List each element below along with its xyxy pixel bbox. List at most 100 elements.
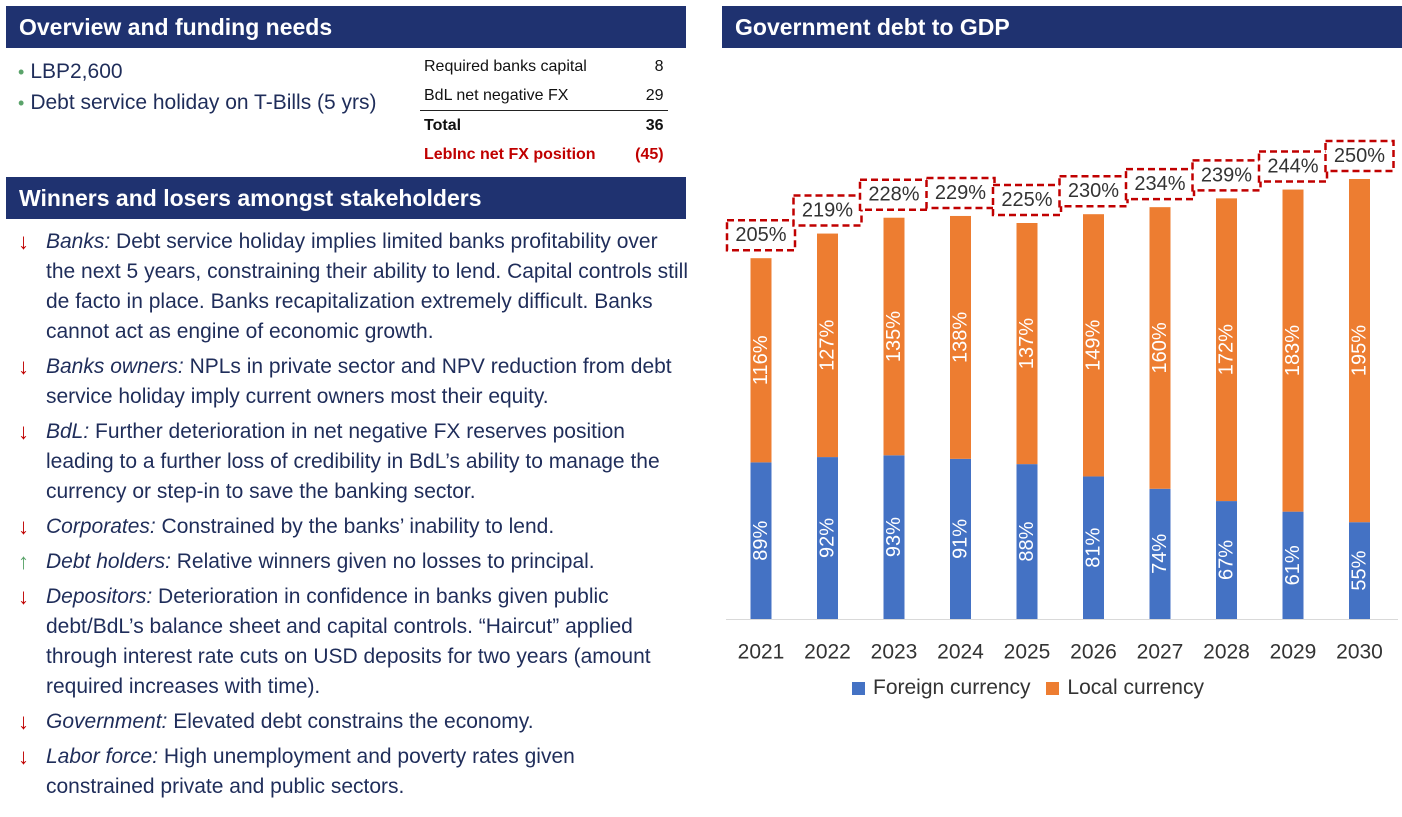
x-tick-2023: 2023 [871, 641, 918, 664]
data-label-local-2027: 160% [1149, 322, 1171, 373]
chart-legend: Foreign currency Local currency [852, 676, 1214, 700]
legend-item-local: Local currency [1046, 676, 1204, 700]
data-label-foreign-2022: 92% [817, 518, 839, 558]
bar-foreign-2023 [883, 455, 905, 619]
funding-table: Required banks capital 8 BdL net negativ… [420, 52, 668, 169]
x-tick-2024: 2024 [937, 641, 984, 664]
total-label-box-2026 [1058, 174, 1129, 208]
bar-local-2029 [1282, 189, 1304, 512]
bullet-item: • LBP2,600 [18, 60, 123, 83]
overview-bullets: • LBP2,600 • Debt service holiday on T-Bil… [18, 56, 377, 118]
bar-foreign-2027 [1149, 488, 1171, 619]
total-label-box-2028 [1191, 159, 1262, 192]
list-item: ↑ Debt holders: Relative winners given no… [18, 547, 688, 577]
legend-swatch-foreign [852, 681, 865, 695]
data-label-local-2022: 127% [817, 320, 839, 371]
total-label-2029: 244% [1267, 156, 1318, 178]
data-label-foreign-2029: 61% [1282, 545, 1304, 585]
data-label-foreign-2023: 93% [883, 517, 905, 557]
stakeholder-list: ↓ Banks: Debt service holiday implies lim… [18, 227, 688, 807]
list-item: ↓ Corporates: Constrained by the banks’ i… [18, 512, 688, 542]
data-label-foreign-2025: 88% [1016, 521, 1038, 561]
bullet-dot-icon: • [18, 93, 25, 113]
total-label-2028: 239% [1201, 164, 1252, 186]
funding-label: Required banks capital [424, 57, 587, 75]
bullet-dot-icon: • [18, 62, 25, 82]
x-tick-2021: 2021 [738, 641, 785, 664]
x-tick-2030: 2030 [1336, 641, 1383, 664]
total-label-box-2025 [991, 183, 1063, 217]
arrow-up-icon: ↑ [18, 549, 29, 574]
bar-foreign-2026 [1083, 476, 1104, 619]
total-label-box-2030 [1324, 139, 1395, 173]
bar-local-2025 [1016, 223, 1038, 465]
total-label-2030: 250% [1334, 145, 1385, 167]
total-label-2023: 228% [868, 184, 919, 206]
x-tick-2027: 2027 [1137, 641, 1184, 664]
bar-foreign-2024 [950, 458, 971, 619]
total-label-2026: 230% [1068, 180, 1119, 202]
bar-foreign-2021 [750, 462, 772, 619]
list-item: ↓ BdL: Further deterioration in net negat… [18, 419, 660, 503]
bar-foreign-2030 [1349, 522, 1370, 619]
list-item: ↓ Banks: Debt service holiday implies lim… [18, 229, 688, 343]
funding-value: (45) [635, 145, 664, 163]
table-row: BdL net negative FX 29 [420, 81, 668, 111]
list-item: ↓ Labor force: High unemployment and pove… [18, 744, 575, 798]
funding-label: Total [424, 116, 462, 134]
data-label-local-2023: 135% [883, 311, 905, 362]
list-item: ↓ Government: Elevated debt constrains th… [18, 707, 688, 737]
data-label-foreign-2024: 91% [950, 519, 972, 559]
data-label-foreign-2021: 89% [750, 520, 772, 560]
arrow-down-icon: ↓ [18, 419, 29, 444]
x-tick-2029: 2029 [1270, 641, 1317, 664]
data-label-foreign-2028: 67% [1216, 540, 1238, 580]
bar-local-2026 [1083, 214, 1104, 477]
data-label-local-2025: 137% [1016, 318, 1038, 369]
total-label-2027: 234% [1134, 173, 1185, 195]
funding-value: 8 [654, 57, 664, 75]
bar-local-2028 [1216, 198, 1237, 502]
total-label-2021: 205% [735, 224, 786, 246]
bar-foreign-2025 [1016, 464, 1038, 619]
table-row: Required banks capital 8 [420, 52, 668, 81]
list-item: ↓ Banks owners: NPLs in private sector an… [18, 354, 672, 408]
bar-local-2024 [950, 215, 971, 459]
data-label-local-2026: 149% [1083, 320, 1105, 371]
total-label-box-2024 [925, 176, 996, 210]
x-tick-2022: 2022 [804, 641, 851, 664]
data-label-foreign-2030: 55% [1349, 550, 1371, 590]
bar-local-2021 [750, 258, 772, 463]
bar-local-2023 [883, 217, 905, 456]
data-label-local-2028: 172% [1216, 324, 1238, 375]
funding-value: 29 [599, 81, 668, 111]
overview-header: Overview and funding needs [6, 6, 686, 48]
total-label-box-2022 [792, 194, 863, 227]
legend-swatch-local [1046, 681, 1060, 695]
debt-chart-header: Government debt to GDP [722, 6, 1402, 48]
data-label-local-2024: 138% [950, 312, 972, 363]
funding-value: 36 [645, 116, 664, 134]
x-tick-2026: 2026 [1070, 641, 1117, 664]
arrow-down-icon: ↓ [18, 584, 29, 609]
x-tick-2028: 2028 [1203, 641, 1250, 664]
data-label-local-2021: 116% [750, 335, 772, 385]
debt-to-gdp-chart: 89% 116% 205% 2021 92% 127% 219% 2022 93% 135% 228… [725, 139, 1398, 664]
winners-header: Winners and losers amongst stakeholders [6, 177, 686, 219]
total-label-box-2021 [725, 218, 797, 252]
data-label-local-2029: 183% [1282, 325, 1304, 376]
table-row: Total 36 [420, 111, 668, 141]
x-tick-2025: 2025 [1004, 641, 1051, 664]
legend-item-foreign: Foreign currency [852, 676, 1031, 700]
bar-foreign-2022 [817, 457, 838, 619]
arrow-down-icon: ↓ [18, 354, 29, 379]
data-label-local-2030: 195% [1349, 325, 1371, 376]
bar-foreign-2028 [1216, 501, 1237, 619]
bar-local-2030 [1349, 179, 1370, 523]
arrow-down-icon: ↓ [18, 709, 29, 734]
bar-local-2027 [1149, 207, 1171, 489]
data-label-foreign-2027: 74% [1149, 534, 1171, 574]
total-label-2024: 229% [935, 182, 986, 204]
list-item: ↓ Depositors: Deterioration in confidence… [18, 584, 651, 698]
arrow-down-icon: ↓ [18, 744, 29, 769]
